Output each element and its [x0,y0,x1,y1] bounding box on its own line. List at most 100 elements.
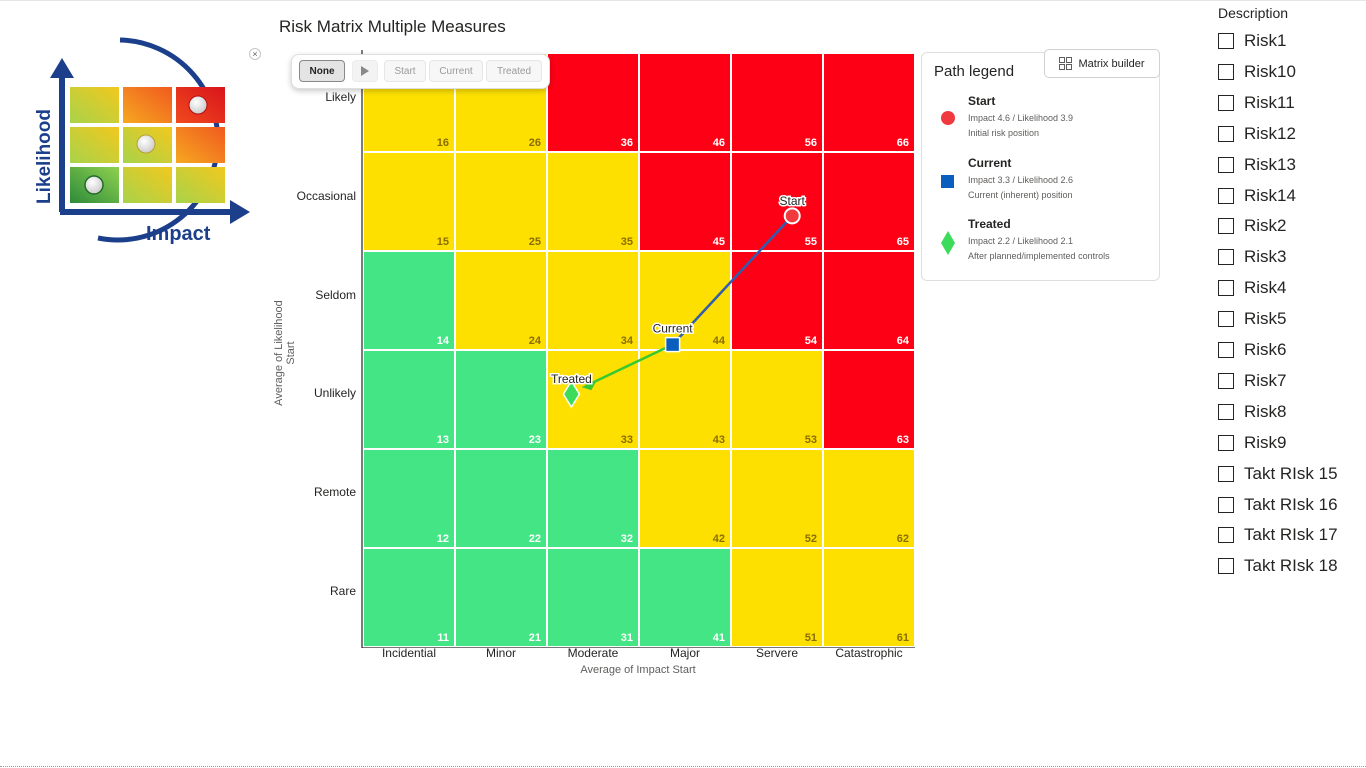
slicer-item-label: Risk6 [1244,340,1287,359]
point-label-treated: Treated [551,372,592,386]
slicer-item[interactable]: Risk6 [1218,340,1287,360]
y-axis-label: Likely [325,90,356,104]
matrix-cell-33 [546,349,640,450]
matrix-cell-21 [454,547,548,648]
toolbar-close-icon[interactable]: × [249,48,261,60]
checkbox[interactable] [1218,342,1234,358]
checkbox[interactable] [1218,527,1234,544]
y-axis-label: Unlikely [313,386,356,400]
matrix-cell-13 [362,349,456,450]
slicer-item-label: Risk4 [1244,278,1287,298]
slicer-item[interactable]: Risk14 [1218,186,1296,206]
legend-item-current: Current Impact 3.3 / Likelihood 2.6 Curr… [968,156,1073,200]
cell-number-label: 21 [529,632,541,644]
legend-start-name: Start [968,94,996,108]
y-axis-title: Average of Likelihood Start [273,300,297,406]
legend-start-detail: Impact 4.6 / Likelihood 3.9 [968,113,1074,123]
checkbox[interactable] [1218,558,1234,575]
legend-treated-name: Treated [968,217,1011,231]
slicer-item-label: Risk14 [1244,185,1296,205]
matrix-builder-button[interactable]: Matrix builder [1044,49,1160,78]
slicer-item[interactable]: Risk13 [1218,155,1296,175]
matrix-cell-54 [730,250,824,351]
checkbox[interactable] [1218,187,1234,204]
checkbox[interactable] [1218,280,1234,297]
none-button[interactable]: None [299,60,345,82]
cell-number-label: 33 [621,434,633,446]
checkbox[interactable] [1218,311,1234,328]
slicer-item[interactable]: Takt RIsk 17 [1218,525,1338,545]
slicer-item-label: Risk8 [1244,401,1287,421]
slicer-item[interactable]: Takt RIsk 18 [1218,556,1338,576]
slicer-item[interactable]: Risk2 [1218,216,1287,236]
checkbox[interactable] [1218,496,1234,513]
cell-number-label: 26 [529,137,541,149]
slicer-item[interactable]: Takt RIsk 15 [1218,464,1338,484]
risk-matrix-chart: 11 21 31 41 51 61 12 22 32 42 52 62 13 23 33 43 53 63 14 24… [361,50,916,648]
cell-number-label: 12 [437,533,449,545]
slicer-item[interactable]: Risk3 [1218,247,1287,267]
cell-number-label: 46 [713,137,725,149]
checkbox[interactable] [1218,33,1234,49]
y-axis-label: Remote [313,485,356,499]
play-icon [361,66,369,76]
checkbox[interactable] [1218,94,1234,111]
slicer-item-label: Takt RIsk 16 [1244,494,1338,514]
current-treated-path [584,343,674,388]
matrix-cell-56 [730,52,824,153]
checkbox[interactable] [1218,372,1234,389]
slicer-item-label: Risk9 [1244,432,1287,452]
current-button[interactable]: Current [429,60,483,82]
matrix-cell-11 [362,547,456,648]
checkbox[interactable] [1218,125,1234,142]
legend-current-detail: Impact 3.3 / Likelihood 2.6 [968,175,1074,185]
slicer-item[interactable]: Risk10 [1218,62,1296,82]
matrix-cell-52 [730,448,824,549]
slicer-item[interactable]: Risk4 [1218,278,1287,298]
x-axis-label: Incidential [381,646,437,660]
start-button[interactable]: Start [384,60,426,82]
cell-number-label: 44 [713,335,726,347]
matrix-cell-15 [362,151,456,252]
legend-treated-desc: After planned/implemented controls [968,251,1110,261]
slicer-item-label: Risk12 [1244,123,1296,143]
slicer-item[interactable]: Risk9 [1218,433,1287,453]
slicer-item-label: Risk7 [1244,370,1287,390]
slicer-item[interactable]: Risk7 [1218,371,1287,391]
cell-number-label: 36 [621,137,633,149]
play-button[interactable] [352,60,378,82]
slicer-item[interactable]: Risk1 [1218,31,1287,51]
slicer-item-label: Risk1 [1244,31,1287,50]
cell-number-label: 11 [437,632,449,644]
legend-start-desc: Initial risk position [968,128,1040,138]
legend-title: Path legend [934,63,1015,80]
x-axis-label: Major [669,646,700,660]
cell-number-label: 52 [805,533,817,545]
slicer-item[interactable]: Risk11 [1218,93,1295,113]
slicer-item[interactable]: Risk8 [1218,402,1287,422]
checkbox[interactable] [1218,465,1234,482]
point-label-start: Start [780,194,806,208]
checkbox[interactable] [1218,156,1234,173]
slicer-item[interactable]: Takt RIsk 16 [1218,495,1338,515]
start-marker [783,207,801,225]
chart-title: Risk Matrix Multiple Measures [279,17,506,36]
cell-number-label: 53 [805,434,817,446]
slicer-item-label: Risk2 [1244,216,1287,236]
checkbox[interactable] [1218,403,1234,420]
matrix-cell-14 [362,250,456,351]
slicer-item[interactable]: Risk5 [1218,309,1287,329]
matrix-cell-62 [822,448,916,549]
checkbox[interactable] [1218,249,1234,266]
cell-number-label: 34 [621,335,634,347]
slicer-item[interactable]: Risk12 [1218,124,1296,144]
description-slicer: Description Risk1 Risk10 Risk11 Risk12 Risk1… [1218,5,1363,575]
checkbox[interactable] [1218,218,1234,235]
treated-button[interactable]: Treated [486,60,542,82]
grid-icon [1059,57,1073,70]
logo-likelihood-label: Likelihood [34,109,55,204]
checkbox[interactable] [1218,434,1234,451]
path-toolbar: None Start Current Treated [291,54,550,89]
checkbox[interactable] [1218,63,1234,80]
legend-start-circle-icon [941,111,955,125]
